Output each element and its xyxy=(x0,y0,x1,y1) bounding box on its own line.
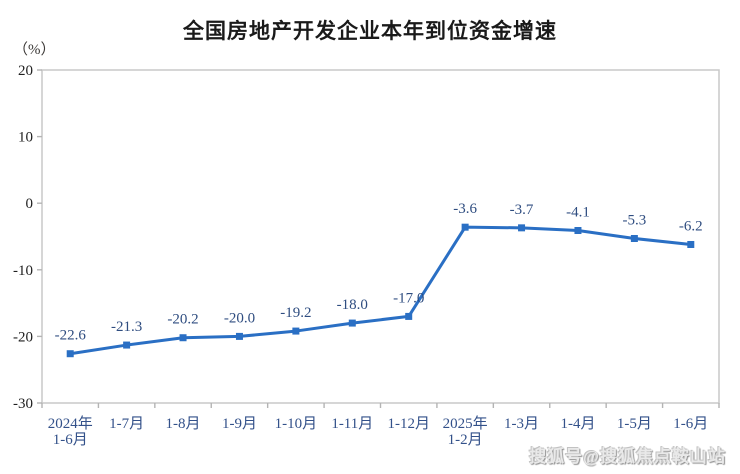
svg-text:-21.3: -21.3 xyxy=(111,319,142,335)
svg-text:0: 0 xyxy=(26,196,34,212)
svg-text:-5.3: -5.3 xyxy=(623,212,647,228)
svg-text:1-6月: 1-6月 xyxy=(53,432,88,448)
y-axis-unit-label: （%） xyxy=(13,42,56,58)
svg-text:-3.6: -3.6 xyxy=(453,201,477,217)
svg-text:1-11月: 1-11月 xyxy=(331,416,373,432)
chart-title: 全国房地产开发企业本年到位资金增速 xyxy=(183,20,557,43)
svg-text:-10: -10 xyxy=(13,263,33,279)
x-axis-ticks xyxy=(41,403,720,408)
svg-text:-17.0: -17.0 xyxy=(393,290,424,306)
svg-text:-30: -30 xyxy=(13,396,33,412)
svg-text:1-4月: 1-4月 xyxy=(560,416,595,432)
svg-text:-20: -20 xyxy=(13,329,33,345)
svg-text:1-7月: 1-7月 xyxy=(109,416,144,432)
svg-text:10: 10 xyxy=(18,130,33,146)
svg-text:2024年: 2024年 xyxy=(48,415,93,432)
svg-text:1-5月: 1-5月 xyxy=(617,416,652,432)
svg-text:1-12月: 1-12月 xyxy=(387,416,430,432)
svg-text:-3.7: -3.7 xyxy=(510,202,534,218)
svg-text:1-9月: 1-9月 xyxy=(222,416,257,432)
svg-text:2025年: 2025年 xyxy=(443,415,488,432)
svg-text:-4.1: -4.1 xyxy=(566,205,590,221)
svg-text:-18.0: -18.0 xyxy=(337,297,368,313)
svg-text:-6.2: -6.2 xyxy=(679,218,703,234)
data-line xyxy=(68,225,693,356)
data-labels: -22.6 -21.3 -20.2 -20.0 -19.2 -18.0 -17.0 -3.6 -… xyxy=(55,201,703,344)
watermark: 搜狐号@搜狐焦点鞍山站 xyxy=(529,447,726,466)
svg-text:-20.2: -20.2 xyxy=(167,312,198,328)
svg-text:20: 20 xyxy=(18,63,33,79)
data-point-markers xyxy=(66,223,695,358)
svg-text:1-8月: 1-8月 xyxy=(166,416,201,432)
svg-text:-20.0: -20.0 xyxy=(224,310,255,326)
svg-text:-22.6: -22.6 xyxy=(55,328,87,344)
svg-text:1-3月: 1-3月 xyxy=(504,416,539,432)
svg-text:1-6月: 1-6月 xyxy=(673,416,708,432)
svg-text:1-10月: 1-10月 xyxy=(275,416,318,432)
y-axis-ticks: 20 10 0 -10 -20 -30 xyxy=(13,63,42,412)
svg-text:1-2月: 1-2月 xyxy=(448,432,483,448)
svg-text:-19.2: -19.2 xyxy=(280,305,311,321)
